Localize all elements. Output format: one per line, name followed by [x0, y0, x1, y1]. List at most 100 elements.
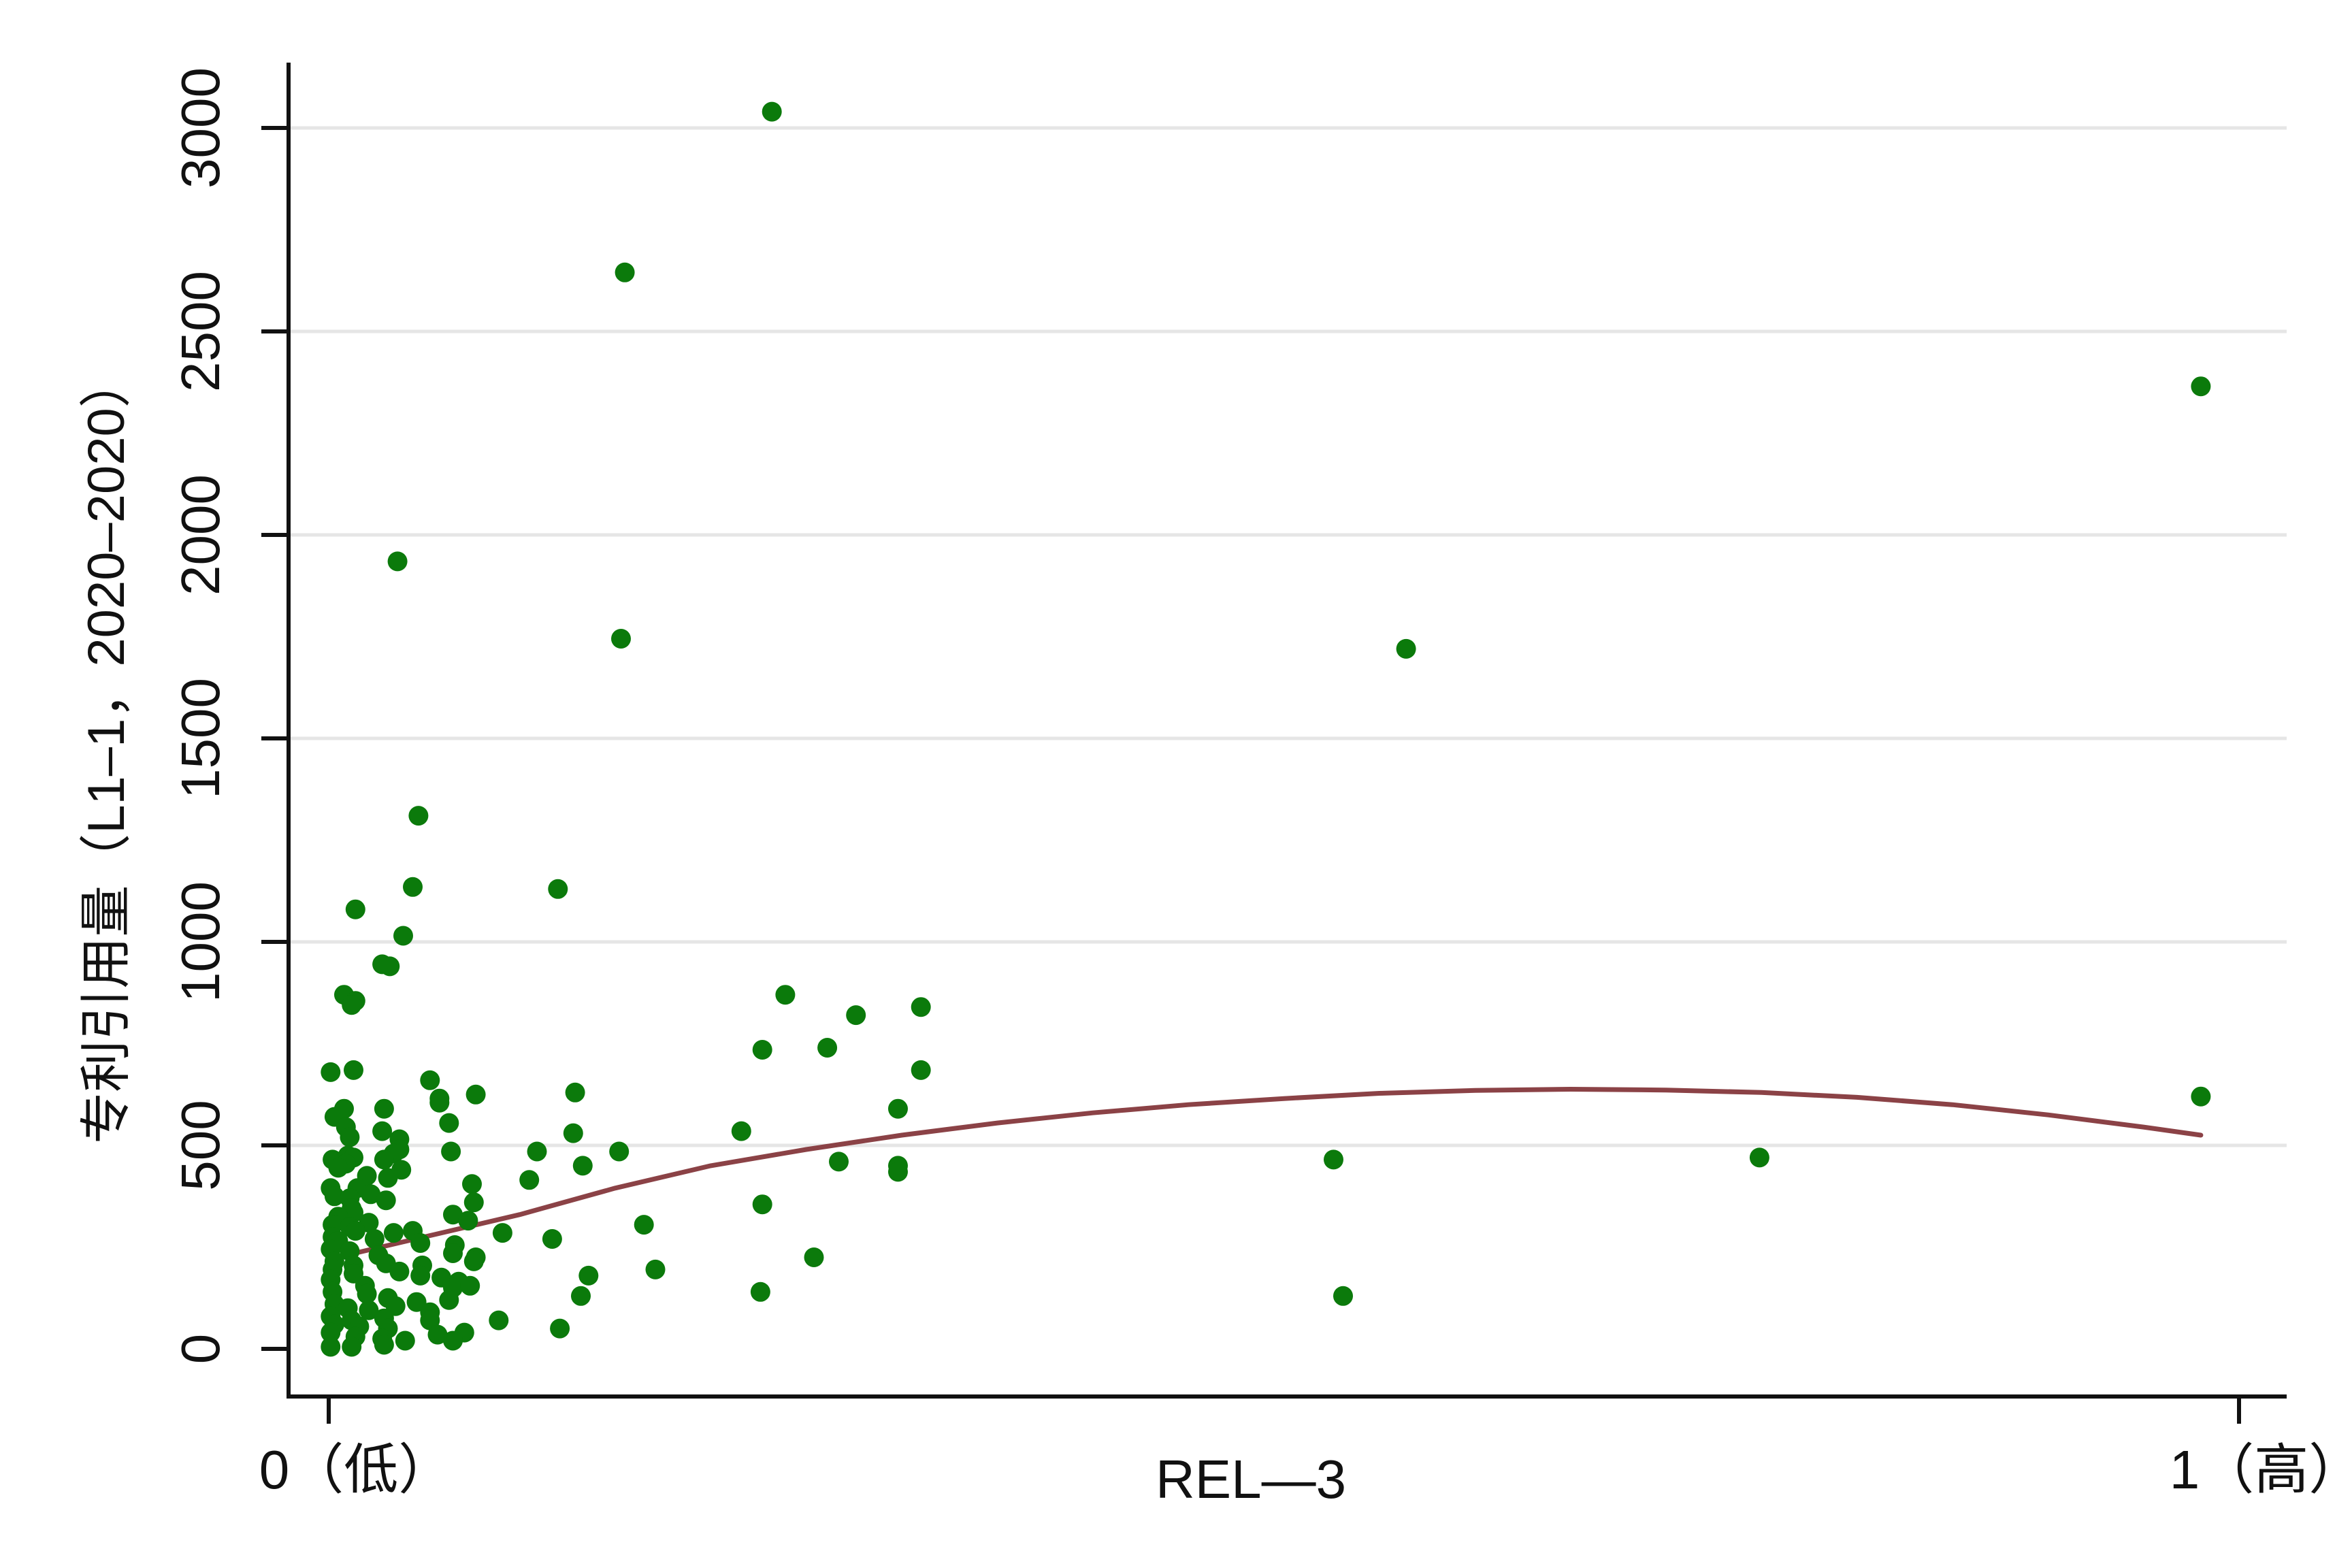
- data-point: [542, 1229, 562, 1249]
- data-point: [911, 1060, 931, 1080]
- data-point: [410, 1265, 431, 1286]
- data-point: [361, 1184, 381, 1205]
- data-point: [611, 629, 631, 649]
- data-point: [344, 1060, 363, 1080]
- data-point: [817, 1038, 838, 1058]
- axes: [261, 63, 2287, 1424]
- y-tick-label: 2500: [170, 271, 231, 392]
- data-point: [441, 1141, 461, 1162]
- data-point: [462, 1174, 482, 1194]
- data-point: [563, 1123, 583, 1143]
- y-tick-label: 2000: [170, 474, 231, 595]
- data-point: [731, 1121, 751, 1141]
- data-point: [374, 1098, 394, 1119]
- data-point: [324, 1186, 344, 1207]
- data-point: [364, 1229, 385, 1249]
- data-point: [374, 1149, 394, 1170]
- fit-line-layer: [326, 1087, 2204, 1262]
- data-point: [380, 956, 400, 977]
- data-point: [752, 1194, 772, 1215]
- data-point: [634, 1215, 654, 1235]
- data-point: [829, 1152, 849, 1172]
- data-point: [1324, 1149, 1343, 1170]
- data-point: [443, 1205, 463, 1225]
- data-point: [321, 1322, 341, 1343]
- data-point: [403, 877, 423, 897]
- y-tick-labels: 0 500 1000 1500 2000 2500 3000: [170, 67, 231, 1364]
- data-point: [389, 1261, 410, 1281]
- data-point: [609, 1141, 630, 1162]
- data-point: [321, 1337, 341, 1357]
- data-point: [406, 1292, 427, 1312]
- y-tick-label: 500: [170, 1100, 231, 1190]
- data-point: [378, 1168, 398, 1188]
- data-point: [775, 985, 796, 1005]
- data-point: [342, 995, 362, 1015]
- grid-lines: [289, 126, 2287, 1147]
- y-tick-label: 1500: [170, 678, 231, 799]
- data-point: [357, 1284, 377, 1304]
- data-point: [911, 997, 931, 1017]
- data-point: [458, 1211, 478, 1231]
- fit-line: [326, 1087, 2204, 1262]
- data-point: [387, 551, 408, 572]
- y-tick-label: 1000: [170, 881, 231, 1002]
- data-point: [443, 1330, 463, 1351]
- data-point: [571, 1286, 591, 1306]
- data-point: [519, 1170, 540, 1190]
- data-point: [527, 1141, 547, 1162]
- data-point: [439, 1290, 459, 1310]
- data-point: [439, 1113, 459, 1133]
- x-tick-label: 0（低）: [259, 1439, 453, 1500]
- data-point: [578, 1265, 599, 1286]
- data-point: [395, 1330, 415, 1351]
- data-point: [2191, 1086, 2211, 1107]
- data-point: [340, 1127, 360, 1147]
- data-point: [846, 1005, 866, 1026]
- x-axis-label: REL—3: [1156, 1449, 1346, 1509]
- data-point: [345, 1221, 365, 1241]
- data-point: [548, 879, 568, 899]
- data-point: [888, 1098, 908, 1119]
- data-point: [762, 101, 782, 122]
- x-tick-label: 1（高）: [2170, 1439, 2352, 1500]
- y-tick-label: 0: [170, 1334, 231, 1365]
- data-point: [466, 1084, 486, 1105]
- data-point: [572, 1156, 593, 1176]
- data-point: [376, 1190, 396, 1211]
- data-point: [408, 806, 429, 826]
- data-point: [1749, 1147, 1769, 1168]
- x-tick-labels: 0（低） 1（高）: [259, 1439, 2352, 1500]
- data-point: [1396, 638, 1416, 659]
- data-point: [427, 1324, 448, 1345]
- data-point: [420, 1070, 440, 1090]
- data-point: [328, 1158, 348, 1178]
- data-point: [463, 1251, 484, 1271]
- data-point: [888, 1162, 908, 1182]
- y-axis-label: 专利引用量（L1–1，2020–2020）: [78, 356, 135, 1143]
- data-point: [565, 1082, 585, 1102]
- data-point: [345, 899, 365, 919]
- data-point: [410, 1233, 431, 1253]
- scatter-points: [321, 101, 2211, 1357]
- y-tick-label: 3000: [170, 67, 231, 189]
- data-point: [429, 1092, 450, 1113]
- data-point: [372, 1121, 393, 1141]
- data-point: [1333, 1286, 1353, 1306]
- data-point: [750, 1281, 770, 1302]
- data-point: [374, 1335, 394, 1355]
- data-point: [443, 1243, 463, 1263]
- data-point: [460, 1275, 480, 1296]
- data-point: [615, 262, 635, 282]
- data-point: [342, 1337, 362, 1357]
- data-point: [489, 1310, 509, 1330]
- data-point: [321, 1062, 341, 1082]
- data-point: [393, 926, 413, 946]
- data-point: [645, 1259, 666, 1279]
- data-point: [463, 1192, 484, 1213]
- data-point: [550, 1318, 570, 1339]
- data-point: [752, 1040, 772, 1060]
- data-point: [804, 1247, 824, 1267]
- data-point: [359, 1300, 379, 1320]
